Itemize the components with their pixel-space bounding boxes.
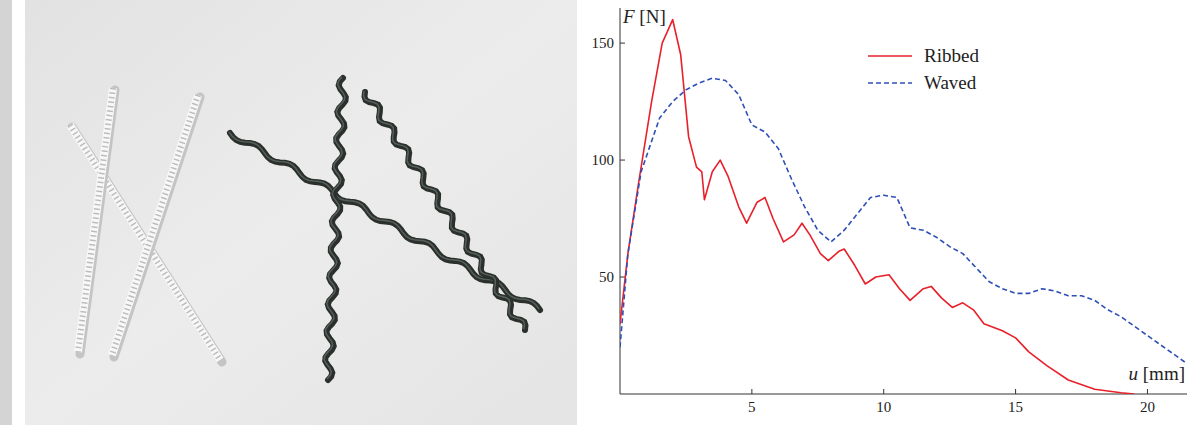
series-line	[620, 20, 1134, 394]
legend-swatch	[868, 55, 912, 57]
x-tick-label: 5	[748, 399, 756, 415]
fiber-highlight	[364, 91, 525, 329]
photo-background	[25, 0, 577, 425]
x-axis	[620, 394, 1187, 395]
y-tick-label: 50	[599, 269, 614, 285]
x-axis-title: u [mm]	[1129, 363, 1185, 384]
x-tick	[1147, 389, 1148, 394]
fiber-ribs	[78, 88, 113, 352]
x-tick-label: 15	[1008, 399, 1023, 415]
waved-fiber	[325, 78, 346, 380]
x-tick	[751, 389, 752, 394]
ribbed-fiber	[78, 88, 113, 352]
plot-area	[620, 20, 1187, 394]
figure: 5 10 15 20 50 100 150 F [N] u [mm] Ribbed Waved	[0, 0, 1193, 425]
ribbed-fiber	[112, 95, 198, 355]
y-tick	[620, 160, 625, 161]
fiber-highlight	[324, 77, 345, 379]
y-axis-title: F [N]	[622, 6, 666, 27]
axis-unit: [mm]	[1138, 363, 1185, 384]
legend-label: Ribbed	[924, 45, 979, 66]
photo	[25, 0, 577, 425]
legend-label: Waved	[924, 72, 977, 93]
y-tick-label: 150	[592, 35, 615, 51]
x-tick-label: 10	[876, 399, 891, 415]
series-line	[620, 78, 1187, 363]
chart: 5 10 15 20 50 100 150 F [N] u [mm] Ribbed Waved	[592, 6, 1188, 415]
axis-symbol: F	[622, 6, 635, 27]
legend-swatch	[868, 82, 912, 84]
side-strip	[0, 0, 12, 425]
fiber-ribs	[112, 95, 198, 355]
x-tick	[1015, 389, 1016, 394]
legend: Ribbed Waved	[868, 45, 979, 93]
fiber-highlight	[229, 132, 539, 309]
y-tick	[620, 277, 625, 278]
axis-symbol: u	[1129, 363, 1139, 384]
x-tick-label: 20	[1140, 399, 1155, 415]
waved-fiber	[365, 92, 526, 330]
axis-unit: [N]	[635, 6, 666, 27]
y-tick	[620, 43, 625, 44]
x-tick	[883, 389, 884, 394]
y-tick-label: 100	[592, 152, 615, 168]
